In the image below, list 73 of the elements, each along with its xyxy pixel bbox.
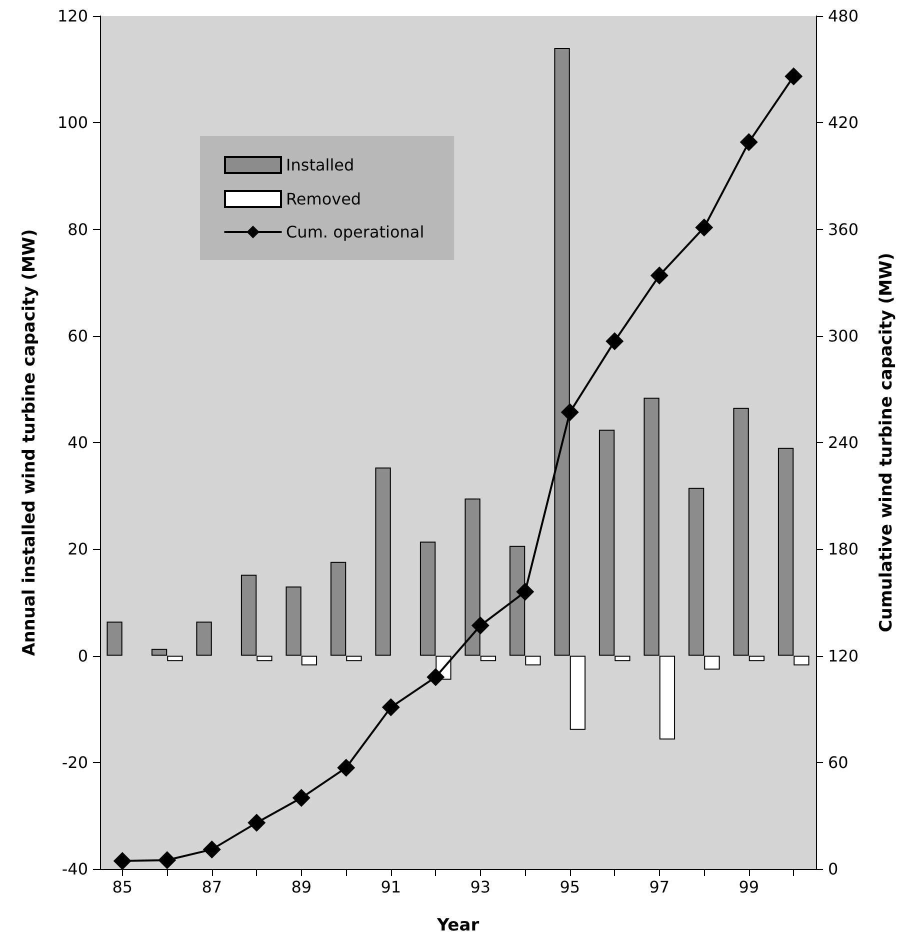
x-tick-label: 93 xyxy=(470,878,491,896)
point xyxy=(382,698,400,716)
bar xyxy=(598,430,615,656)
bar xyxy=(106,622,122,656)
bar xyxy=(196,622,212,656)
y-tick-label: -20 xyxy=(62,752,88,772)
point xyxy=(113,852,132,870)
y-tick-label: 100 xyxy=(57,113,88,132)
y-tick-label: 80 xyxy=(68,220,88,239)
x-tick-label: 85 xyxy=(112,878,133,896)
point xyxy=(202,840,221,858)
y2-tick-label: 420 xyxy=(828,113,859,132)
bar xyxy=(240,574,257,656)
bar xyxy=(420,542,436,656)
bar xyxy=(375,468,391,656)
y2-axis-title: Cumulative wind turbine capacity (MW) xyxy=(876,252,896,632)
point xyxy=(695,218,714,236)
bar xyxy=(659,656,676,740)
bar xyxy=(570,656,586,730)
legend-label: Installed xyxy=(286,156,354,174)
x-tick-label: 91 xyxy=(380,878,402,896)
legend-label: Cum. operational xyxy=(286,222,424,242)
bar xyxy=(794,656,810,666)
bar xyxy=(614,656,630,662)
x-tick-label: 95 xyxy=(560,878,580,896)
x-tick-label: 89 xyxy=(291,878,312,896)
point xyxy=(740,133,758,152)
bar xyxy=(256,656,272,662)
bar xyxy=(704,656,720,670)
point xyxy=(606,332,624,350)
point xyxy=(248,814,266,832)
point xyxy=(784,67,803,86)
point xyxy=(650,266,668,284)
x-tick-label: 99 xyxy=(738,878,760,896)
bar xyxy=(286,586,302,656)
y-tick-label: 60 xyxy=(68,326,88,346)
y2-tick-label: 480 xyxy=(828,6,859,26)
bar xyxy=(301,656,318,666)
y2-tick-label: 0 xyxy=(828,860,838,878)
y-tick-label: 40 xyxy=(68,433,88,452)
bar xyxy=(151,648,168,656)
point xyxy=(471,616,490,635)
bar xyxy=(330,562,346,656)
x-tick-label: 97 xyxy=(649,878,670,896)
y-tick-label: 20 xyxy=(68,540,88,559)
bar xyxy=(688,488,704,656)
bar xyxy=(480,656,496,662)
point xyxy=(292,788,310,807)
y-tick-label: 0 xyxy=(78,646,88,666)
y2-tick-label: 360 xyxy=(828,220,859,239)
y2-tick-label: 60 xyxy=(828,752,848,772)
point xyxy=(560,403,579,422)
y-tick-label: -40 xyxy=(62,860,88,878)
point xyxy=(158,851,176,870)
y-axis-title: Annual installed wind turbine capacity (MW) xyxy=(20,229,40,656)
y2-tick-label: 240 xyxy=(828,433,859,452)
legend-label: Removed xyxy=(286,190,362,208)
point xyxy=(337,758,356,777)
bar xyxy=(525,656,541,666)
bar xyxy=(644,398,660,656)
point xyxy=(426,668,445,686)
y2-tick-label: 120 xyxy=(828,646,859,666)
y2-tick-label: 180 xyxy=(828,540,859,559)
y-tick-label: 120 xyxy=(57,6,88,26)
bar xyxy=(167,656,183,662)
point xyxy=(516,582,534,601)
x-tick-label: 87 xyxy=(202,878,222,896)
y2-tick-label: 300 xyxy=(828,326,859,346)
bar xyxy=(778,448,794,656)
bar xyxy=(748,656,765,662)
x-axis-title: Year xyxy=(436,916,480,936)
bar xyxy=(733,408,749,656)
bar xyxy=(346,656,362,662)
